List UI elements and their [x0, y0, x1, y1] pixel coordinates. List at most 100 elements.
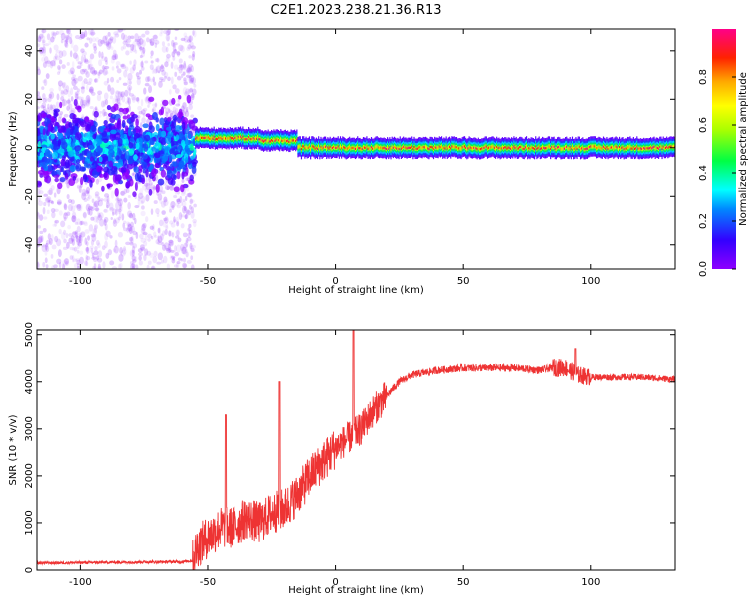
spectrogram-cell	[83, 161, 89, 168]
spectrogram-cell	[153, 250, 158, 257]
spectrogram-cell	[51, 139, 57, 145]
spectrogram-cell	[107, 41, 112, 49]
spectrogram-cell	[151, 146, 157, 152]
spectrogram-cell	[228, 138, 230, 141]
spectrogram-cell	[149, 137, 155, 146]
spectrogram-cell	[46, 60, 52, 64]
spectrogram-cell	[74, 145, 82, 152]
spectrogram-cell	[103, 208, 109, 213]
spectrogram-cell	[439, 146, 442, 149]
spectrogram-cell	[284, 138, 286, 141]
spectrogram-cell	[562, 147, 564, 150]
spectrogram-cell	[115, 155, 120, 161]
spectrogram-cell	[188, 63, 193, 69]
spectrogram-cell	[51, 104, 56, 110]
spectrogram-cell	[56, 258, 62, 265]
spectrogram-cell	[485, 145, 487, 148]
spectrogram-cell	[185, 144, 189, 150]
spectrogram-cell	[130, 35, 135, 40]
spectrogram-cell	[62, 259, 67, 268]
spectrogram-cell	[486, 147, 489, 150]
spectrogram-cell	[132, 243, 138, 249]
spectrogram-cell	[91, 124, 96, 133]
spectrogram-cell	[104, 240, 108, 249]
spectrogram-cell	[299, 145, 301, 148]
spectrogram-cell	[61, 99, 66, 107]
spectrogram-cell	[86, 196, 90, 201]
spectrogram-cell	[287, 139, 289, 142]
spectrogram-cell	[180, 214, 186, 218]
spectrogram-cell	[668, 146, 670, 149]
spectrogram-cell	[96, 255, 100, 261]
spectrogram-cell	[206, 136, 208, 139]
spectrogram-cell	[237, 135, 239, 139]
spectrogram-cell	[99, 218, 105, 227]
spectrogram-cell	[131, 172, 135, 176]
spectrogram-cell	[182, 87, 188, 96]
spectrogram-cell	[134, 217, 137, 225]
spectrogram-cell	[540, 147, 543, 150]
spectrogram-cell	[193, 83, 197, 88]
spectrogram-cell	[187, 192, 193, 198]
spectrogram-cell	[62, 81, 67, 90]
spectrogram-cell	[101, 155, 109, 165]
spectrogram-cell	[188, 223, 192, 229]
spectrogram-cell	[610, 146, 613, 149]
spectrogram-cell	[132, 128, 136, 134]
spectrogram-cell	[112, 54, 117, 61]
spectrogram-cell	[53, 164, 58, 170]
spectrogram-cell	[538, 145, 540, 148]
spectrogram-cell	[497, 147, 499, 150]
spectrogram-cell	[58, 210, 63, 216]
spectrogram-cell	[554, 147, 556, 151]
spectrogram-cell	[431, 146, 433, 149]
spectrogram-cell	[180, 184, 185, 193]
spectrogram-cell	[184, 249, 188, 253]
spectrogram-cell	[314, 147, 316, 151]
spectrogram-cell	[170, 255, 176, 259]
spectrogram-cell	[125, 50, 130, 56]
spectrogram-cell	[85, 190, 90, 195]
spectrogram-cell	[507, 146, 509, 149]
spectrogram-cell	[85, 94, 91, 103]
spectrogram-cell	[604, 146, 606, 150]
spectrogram-cell	[397, 146, 399, 150]
spectrogram-cell	[107, 31, 111, 37]
spectrogram-cell	[77, 241, 82, 247]
spectrogram-cell	[160, 29, 163, 35]
spectrogram-cell	[80, 103, 86, 109]
spectrogram-cell	[241, 137, 243, 140]
spectrogram-cell	[109, 202, 114, 211]
spectrogram-cell	[106, 77, 110, 84]
spectrogram-cell	[542, 145, 544, 149]
spectrogram-cell	[416, 147, 419, 150]
spectrogram-cell	[166, 116, 172, 122]
spectrogram-cell	[50, 184, 55, 191]
spectrogram-cell	[168, 242, 174, 246]
spectrogram-cell	[178, 160, 184, 168]
spectrogram-cell	[102, 65, 105, 73]
spectrogram-cell	[155, 66, 158, 74]
spectrogram-cell	[168, 230, 172, 237]
spectrogram-cell	[197, 137, 199, 140]
spectrogram-cell	[89, 86, 95, 94]
spectrogram-cell	[55, 101, 60, 109]
spectrogram-cell	[152, 34, 158, 40]
spectrogram-cell	[170, 61, 174, 69]
spectrogram-cell	[185, 209, 192, 216]
spectrogram-cell	[174, 111, 178, 116]
spectrogram-cell	[189, 75, 193, 81]
spectrogram-cell	[37, 225, 42, 229]
spectrogram-cell	[175, 244, 182, 253]
spectrogram-cell	[64, 39, 69, 43]
spectrogram-cell	[109, 207, 115, 212]
spectrogram-cell	[185, 239, 189, 247]
spectrogram-cell	[72, 85, 78, 90]
spectrogram-cell	[148, 188, 153, 196]
spectrogram-cell	[127, 222, 131, 228]
spectrogram-cell	[94, 246, 98, 251]
spectrogram-cell	[182, 232, 188, 238]
spectrogram-cell	[94, 207, 100, 211]
spectrogram-cell	[520, 145, 522, 149]
spectrogram-cell	[164, 146, 171, 151]
